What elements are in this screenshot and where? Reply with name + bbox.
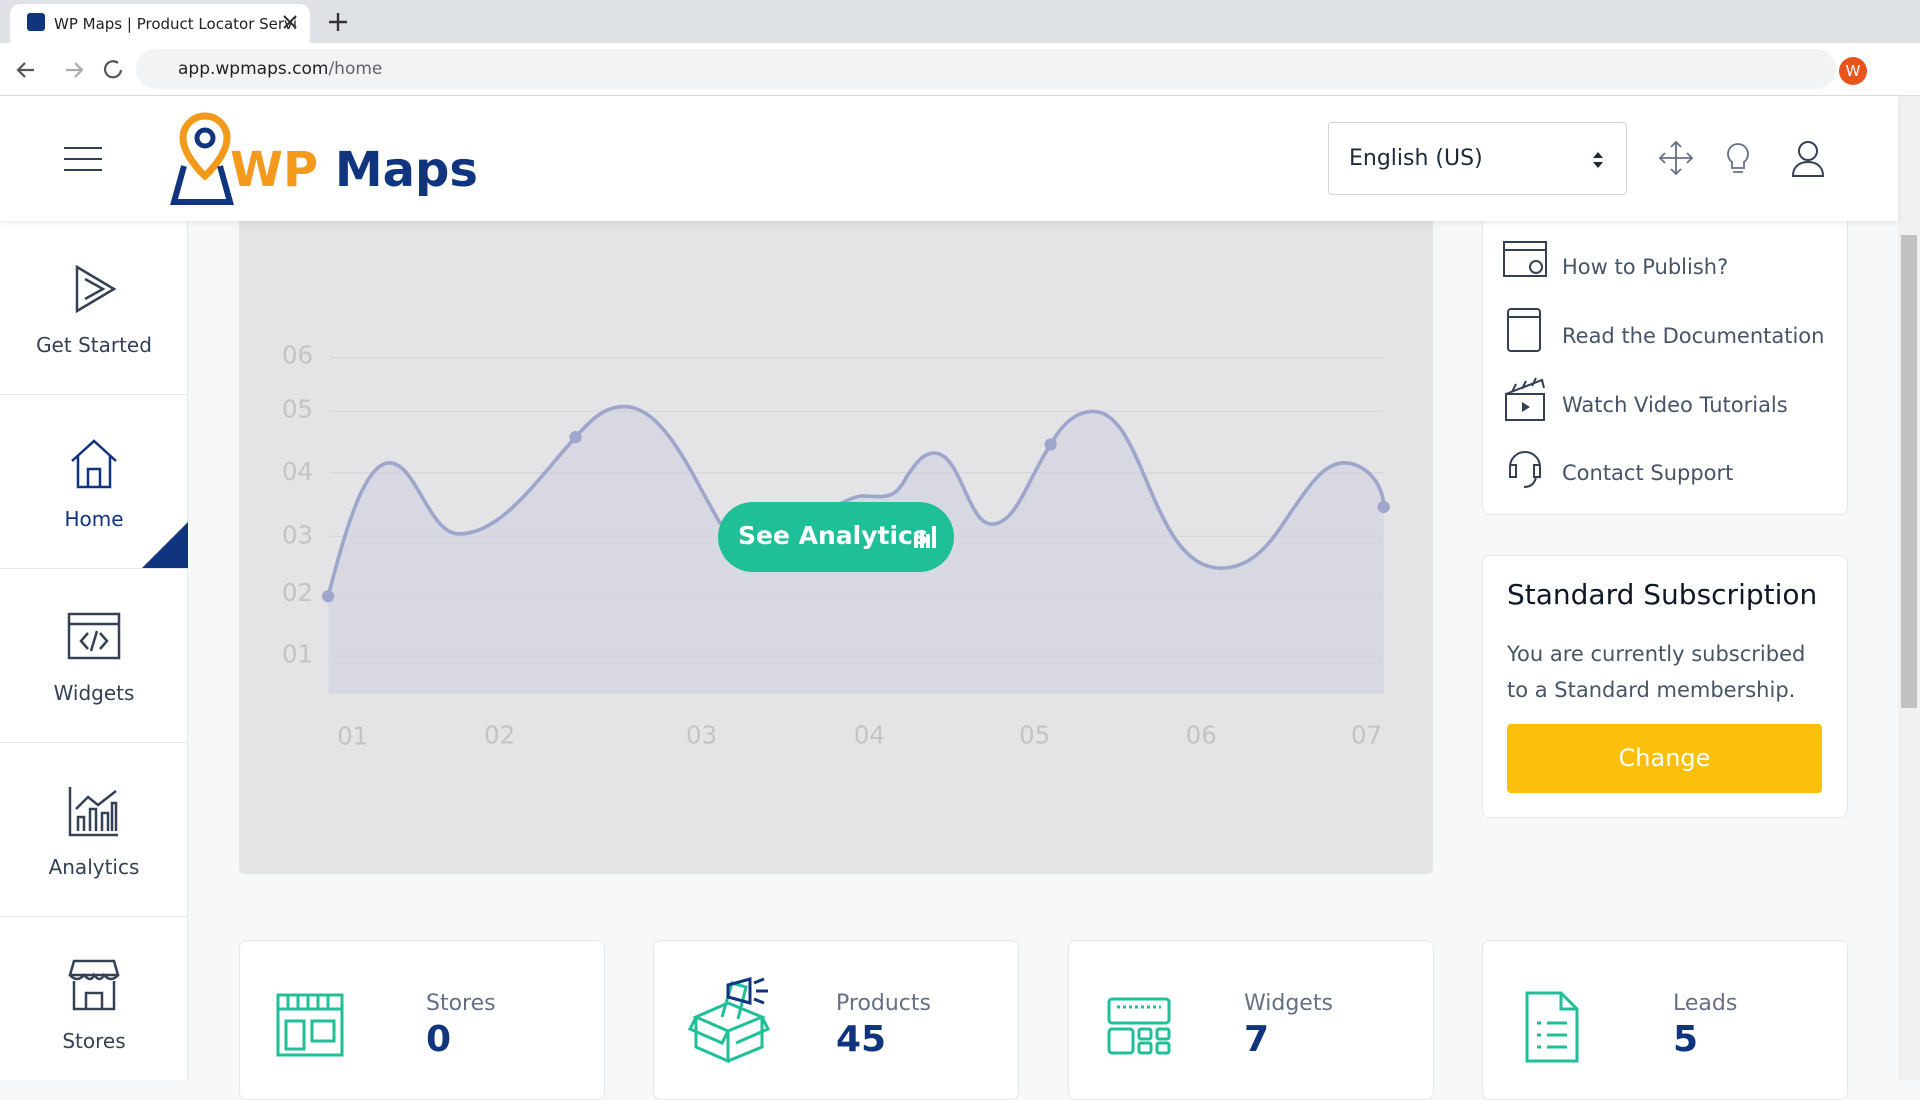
url-field[interactable]: app.wpmaps.com/home xyxy=(136,49,1836,89)
video-icon xyxy=(1505,377,1545,421)
browser-tab[interactable]: WP Maps | Product Locator Servi xyxy=(10,4,310,43)
scrollbar-thumb[interactable] xyxy=(1901,235,1917,708)
help-links-panel xyxy=(1482,200,1848,515)
stat-label: Leads xyxy=(1673,991,1738,1016)
publish-icon xyxy=(1503,241,1547,277)
nav-label: Get Started xyxy=(36,333,152,357)
tab-favicon xyxy=(27,13,45,31)
help-link[interactable]: How to Publish? xyxy=(1562,255,1729,279)
nav-label: Stores xyxy=(62,1029,126,1053)
subscription-text: You are currently subscribed xyxy=(1507,642,1806,666)
language-value: English (US) xyxy=(1349,146,1483,171)
change-button[interactable]: Change xyxy=(1507,724,1822,793)
subscription-text: to a Standard membership. xyxy=(1507,678,1796,702)
fullscreen-icon[interactable] xyxy=(1658,140,1694,176)
nav-item[interactable]: Analytics xyxy=(0,743,188,917)
support-icon xyxy=(1509,451,1541,488)
nav-item[interactable]: Widgets xyxy=(0,569,188,743)
profile-avatar[interactable]: W xyxy=(1839,57,1867,85)
stat-value: 45 xyxy=(836,1019,887,1060)
stat-card[interactable]: Products 45 xyxy=(653,940,1019,1100)
nav-label: Home xyxy=(64,507,124,531)
app-header: WP Maps English (US) xyxy=(0,96,1898,221)
user-icon[interactable] xyxy=(1790,138,1826,178)
logo-maps: Maps xyxy=(334,142,478,198)
url-host: app.wpmaps.com xyxy=(178,59,329,79)
logo-text: WP Maps xyxy=(230,142,478,198)
logo-wp: WP xyxy=(230,142,319,198)
menu-button[interactable] xyxy=(64,146,102,172)
tab-close[interactable] xyxy=(280,12,300,32)
nav-item[interactable]: Home xyxy=(0,395,188,569)
see-analytics-button[interactable]: See Analytics xyxy=(718,502,954,572)
nav-label: Analytics xyxy=(48,855,140,879)
docs-icon xyxy=(1507,308,1541,352)
nav-item[interactable]: Stores xyxy=(0,917,188,1091)
button-label: See Analytics xyxy=(738,521,928,550)
subscription-title: Standard Subscription xyxy=(1507,578,1818,611)
nav-label: Widgets xyxy=(53,681,135,705)
help-link[interactable]: Read the Documentation xyxy=(1562,324,1825,348)
url-path: /home xyxy=(328,59,383,79)
nav-buttons[interactable] xyxy=(14,57,124,83)
stat-value: 5 xyxy=(1673,1019,1699,1060)
stat-value: 7 xyxy=(1244,1019,1270,1060)
stat-label: Stores xyxy=(426,991,496,1016)
stat-card[interactable]: Widgets 7 xyxy=(1068,940,1434,1100)
stat-value: 0 xyxy=(426,1019,452,1060)
stat-card[interactable]: Leads 5 xyxy=(1482,940,1848,1100)
new-tab[interactable] xyxy=(326,10,350,34)
tab-bar xyxy=(0,0,1920,43)
help-link[interactable]: Watch Video Tutorials xyxy=(1562,393,1788,417)
stat-card[interactable]: Stores 0 xyxy=(239,940,605,1100)
nav-item[interactable]: Get Started xyxy=(0,221,188,395)
stat-label: Products xyxy=(836,991,931,1016)
stat-label: Widgets xyxy=(1244,991,1333,1016)
tab-title: WP Maps | Product Locator Servi xyxy=(54,15,298,33)
logo-icon xyxy=(170,112,234,205)
sidebar: Get Started Home Widgets Analytics Store… xyxy=(0,221,188,1080)
language-select[interactable]: English (US) xyxy=(1328,122,1627,195)
idea-icon[interactable] xyxy=(1722,140,1754,176)
help-link[interactable]: Contact Support xyxy=(1562,461,1734,485)
